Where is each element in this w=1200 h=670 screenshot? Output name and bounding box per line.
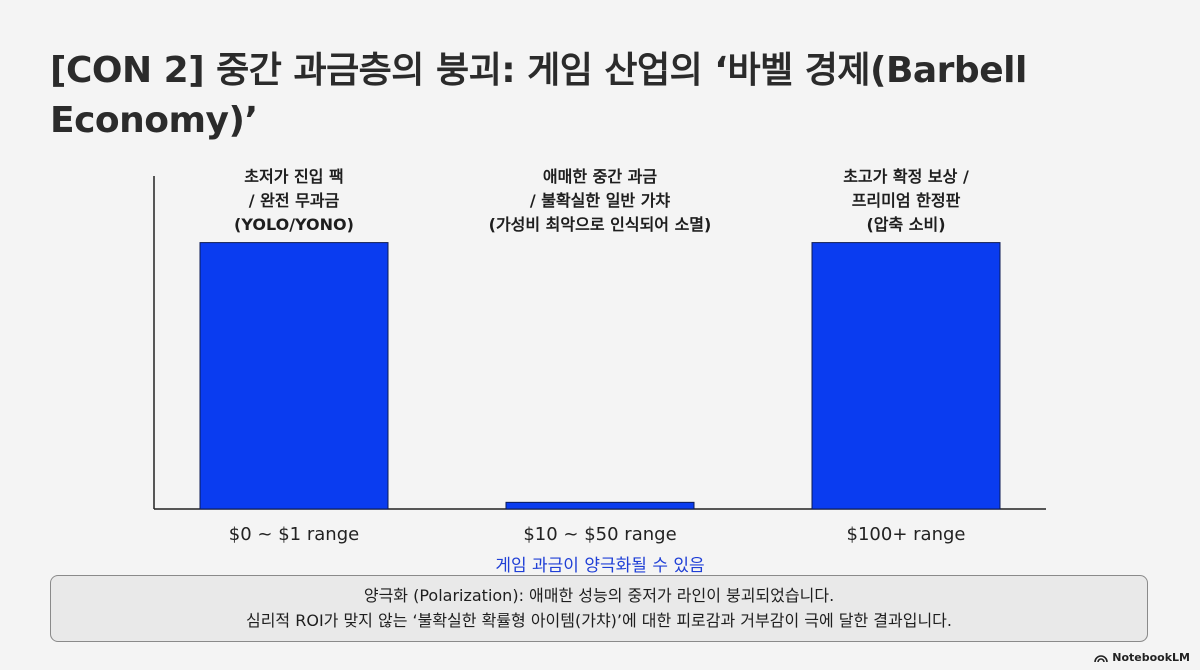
x-tick-label-2: $10 ~ $50 range	[523, 524, 677, 545]
note-line-1: 양극화 (Polarization): 애매한 성능의 중저가 라인이 붕괴되었…	[363, 586, 835, 605]
bar-label-1-line-1: 초저가 진입 팩	[244, 167, 344, 186]
bar-1	[199, 242, 389, 510]
page-title: [CON 2] 중간 과금층의 붕괴: 게임 산업의 ‘바벨 경제(Barbel…	[50, 50, 1027, 141]
bar-label-3-line-3: (압축 소비)	[866, 215, 946, 234]
notebooklm-logo-icon	[1094, 654, 1109, 662]
bar-label-2-line-1: 애매한 중간 과금	[542, 167, 658, 186]
bar-label-2-line-3: (가성비 최악으로 인식되어 소멸)	[488, 215, 712, 234]
bar-label-1-line-3: (YOLO/YONO)	[234, 215, 354, 234]
annotation-text: 게임 과금이 양극화될 수 있음	[495, 556, 705, 576]
x-tick-label-1: $0 ~ $1 range	[228, 524, 360, 545]
brand-badge: NotebookLM	[1094, 651, 1190, 664]
bar-label-3: 초고가 확정 보상 / 프리미엄 한정판 (압축 소비)	[746, 165, 1066, 237]
note-line-2: 심리적 ROI가 맞지 않는 ‘불확실한 확률형 아이템(가챠)’에 대한 피로…	[245, 611, 952, 630]
note-box: 양극화 (Polarization): 애매한 성능의 중저가 라인이 붕괴되었…	[50, 575, 1148, 642]
bar-label-2: 애매한 중간 과금 / 불확실한 일반 가챠 (가성비 최악으로 인식되어 소멸)	[440, 165, 760, 237]
brand-name: NotebookLM	[1112, 651, 1190, 664]
bar-label-3-line-1: 초고가 확정 보상 /	[843, 167, 969, 186]
bar-2	[505, 501, 695, 510]
x-tick-label-3: $100+ range	[846, 524, 966, 545]
bar-label-1: 초저가 진입 팩 / 완전 무과금 (YOLO/YONO)	[134, 165, 454, 237]
bar-label-3-line-2: 프리미엄 한정판	[851, 191, 961, 210]
bar-label-1-line-2: / 완전 무과금	[248, 191, 340, 210]
bar-label-2-line-2: / 불확실한 일반 가챠	[529, 191, 671, 210]
bar-3	[811, 242, 1001, 510]
bar-chart	[153, 176, 1046, 510]
